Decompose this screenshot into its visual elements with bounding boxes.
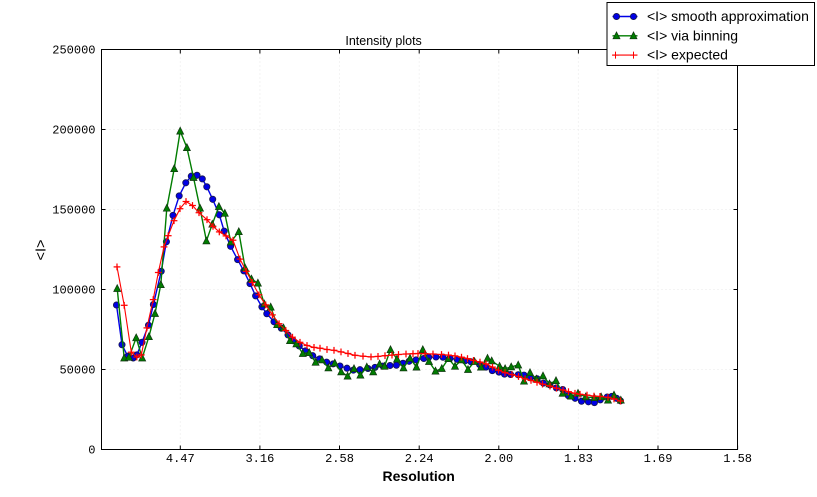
svg-text:4.47: 4.47 [166,452,195,466]
svg-text:Intensity plots: Intensity plots [345,34,421,48]
svg-text:1.83: 1.83 [564,452,593,466]
svg-text:<I>: <I> [34,240,50,261]
svg-text:2.58: 2.58 [325,452,354,466]
svg-text:100000: 100000 [52,284,95,298]
svg-text:200000: 200000 [52,124,95,138]
svg-text:Resolution: Resolution [383,468,455,484]
svg-text:<I> smooth approximation: <I> smooth approximation [647,8,809,24]
svg-text:250000: 250000 [52,44,95,58]
svg-text:150000: 150000 [52,204,95,218]
svg-text:<I> via binning: <I> via binning [647,28,738,44]
svg-text:3.16: 3.16 [245,452,274,466]
svg-text:0: 0 [88,444,95,458]
svg-text:<I> expected: <I> expected [647,47,728,63]
svg-text:1.69: 1.69 [644,452,673,466]
svg-text:1.58: 1.58 [723,452,752,466]
svg-text:2.24: 2.24 [405,452,434,466]
svg-text:2.00: 2.00 [484,452,513,466]
svg-text:50000: 50000 [59,364,95,378]
